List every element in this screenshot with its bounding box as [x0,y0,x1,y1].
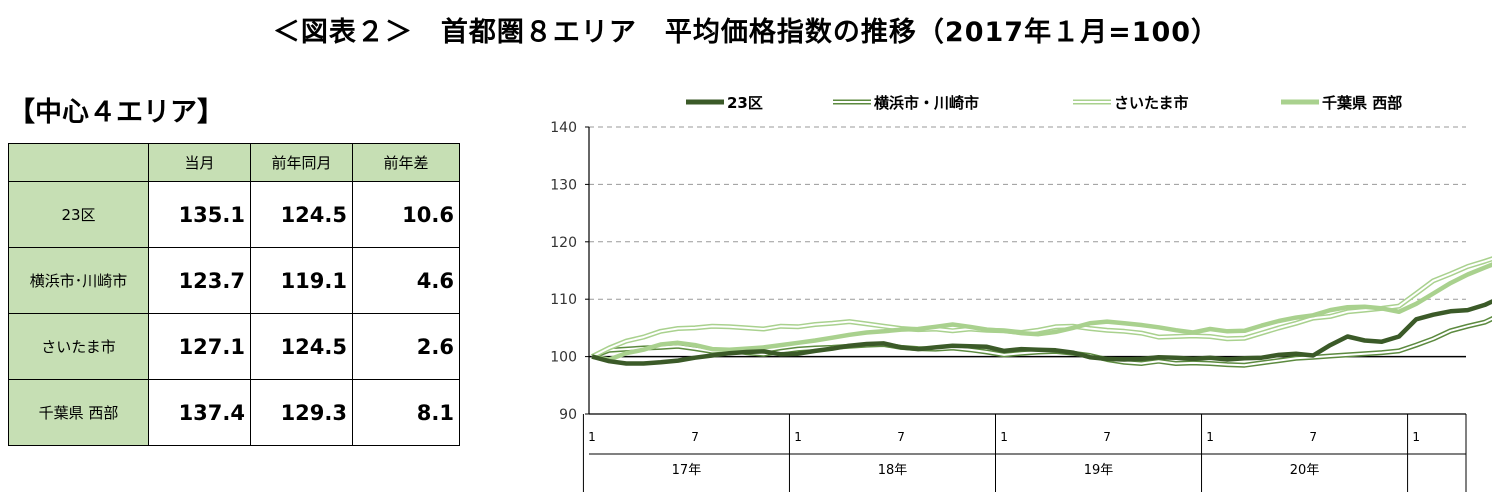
series-line-inner-2 [591,257,1492,358]
x-month-tick-label: 1 [1206,430,1214,444]
row-label: 23区 [8,181,149,248]
cell-diff: 8.1 [352,379,460,446]
header-prev-year: 前年同月 [250,143,353,182]
x-month-tick-label: 1 [794,430,802,444]
page-title: ＜図表２＞ 首都圏８エリア 平均価格指数の推移（2017年１月=100） [272,17,1220,48]
table-row: 23区 135.1 124.5 10.6 [8,181,460,248]
cell-prev-year: 129.3 [250,379,353,446]
row-label: 千葉県 西部 [8,379,149,446]
x-month-tick-label: 1 [1412,430,1420,444]
header-current: 当月 [148,143,251,182]
x-year-label: 17年 [672,463,702,478]
legend-label: 横浜市・川崎市 [874,94,979,112]
row-label: 横浜市･川崎市 [8,247,149,314]
cell-prev-year: 124.5 [250,181,353,248]
row-label: さいたま市 [8,313,149,380]
table-row: 千葉県 西部 137.4 129.3 8.1 [8,379,460,446]
x-month-tick-label: 1 [1000,430,1008,444]
legend-label: 千葉県 西部 [1322,94,1402,112]
header-corner [8,143,149,182]
cell-current: 127.1 [148,313,251,380]
y-tick-label: 130 [550,177,577,193]
table-row: 横浜市･川崎市 123.7 119.1 4.6 [8,247,460,314]
cell-current: 135.1 [148,181,251,248]
legend-label: さいたま市 [1114,94,1189,112]
x-month-tick-label: 1 [588,430,596,444]
y-tick-label: 120 [550,235,577,251]
cell-current: 137.4 [148,379,251,446]
x-year-label: 18年 [878,463,908,478]
cell-diff: 2.6 [352,313,460,380]
stats-table: 当月 前年同月 前年差 23区 135.1 124.5 10.6 横浜市･川崎市… [8,143,460,446]
cell-current: 123.7 [148,247,251,314]
x-month-tick-label: 7 [691,430,699,444]
y-tick-label: 110 [550,292,577,308]
cell-prev-year: 119.1 [250,247,353,314]
legend-label: 23区 [727,94,763,112]
y-tick-label: 90 [559,407,577,423]
y-tick-label: 100 [550,350,577,366]
series-line-3 [591,262,1492,362]
table-header-row: 当月 前年同月 前年差 [8,143,460,182]
cell-diff: 4.6 [352,247,460,314]
series-line-0 [591,299,1492,366]
x-year-label: 20年 [1290,463,1320,478]
x-year-label: 19年 [1084,463,1114,478]
table-heading: 【中心４エリア】 [8,97,224,128]
x-month-tick-label: 7 [1103,430,1111,444]
x-month-tick-label: 7 [1309,430,1317,444]
x-month-tick-label: 7 [897,430,905,444]
header-diff: 前年差 [352,143,460,182]
y-tick-label: 140 [550,120,577,136]
